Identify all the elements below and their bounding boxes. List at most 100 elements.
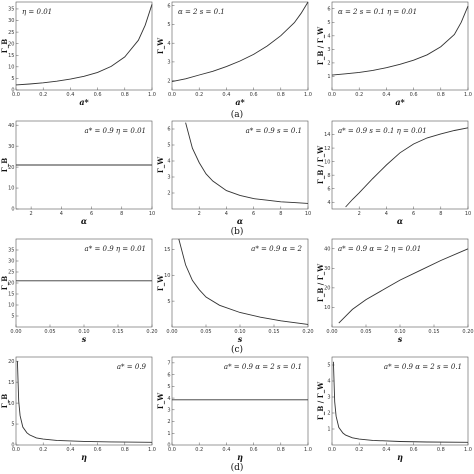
y-tick-label: 5 — [327, 363, 330, 369]
x-tick-label: 0.15 — [428, 329, 439, 335]
chart-panel-1: 0.0 0.2 0.4 0.6 0.8 1.0 2 3 4 5 6 a* Γ_W α = 2 s = 0.… — [156, 1, 312, 107]
x-tick-label: 0.10 — [78, 329, 89, 335]
annotation: a* = 0.9 η = 0.01 — [85, 245, 146, 253]
annotation: α = 2 s = 0.1 — [178, 8, 225, 16]
annotation: a* = 0.9 s = 0.1 — [246, 127, 302, 135]
x-tick-label: 0.4 — [382, 92, 390, 98]
y-tick-label: 5 — [167, 384, 170, 390]
chart-panel-8: 0.00 0.05 0.10 0.15 0.20 10 20 30 40 s Γ_B / Γ_W a*… — [316, 238, 474, 344]
caption-b: (b) — [231, 226, 244, 237]
series-line — [171, 1, 309, 83]
x-tick-label: 0.05 — [200, 329, 211, 335]
x-axis-label: s — [82, 334, 87, 344]
y-tick-label: 4 — [327, 34, 330, 40]
x-tick-label: 1.0 — [148, 92, 156, 98]
y-tick-label: 4 — [327, 200, 330, 206]
plot-frame — [331, 356, 469, 446]
x-tick-label: 1.0 — [464, 447, 472, 453]
y-tick-label: 10 — [164, 273, 170, 279]
series-line — [16, 361, 153, 443]
annotation: a* = 0.9 — [117, 363, 147, 371]
x-tick-label: 0.8 — [277, 447, 285, 453]
x-tick-label: 6 — [90, 211, 93, 217]
x-tick-label: 0.15 — [112, 329, 123, 335]
y-tick-label: 3 — [327, 47, 330, 53]
x-tick-label: 0.6 — [250, 92, 258, 98]
x-tick-label: 1.0 — [304, 92, 312, 98]
x-tick-label: 0.0 — [168, 92, 176, 98]
y-tick-label: 10 — [324, 159, 330, 165]
x-tick-label: 0.20 — [302, 329, 313, 335]
x-tick-label: 0.2 — [195, 447, 203, 453]
series-line — [178, 238, 309, 325]
y-tick-label: 35 — [8, 248, 14, 254]
chart-panel-7: 0.00 0.05 0.10 0.15 0.20 5 10 15 s Γ_W a* = 0.9 α … — [156, 238, 314, 344]
y-tick-label: 10 — [8, 65, 14, 71]
x-tick-label: 2 — [358, 211, 361, 217]
y-tick-label: 15 — [8, 292, 14, 298]
y-tick-label: 2 — [167, 78, 170, 84]
chart-panel-2: 0.0 0.2 0.4 0.6 0.8 1.0 1 2 3 4 5 6 a* Γ_B / Γ_W α = 2… — [316, 1, 472, 107]
y-tick-label: 5 — [167, 299, 170, 305]
y-tick-label: 0 — [11, 443, 14, 449]
x-tick-label: 0.0 — [12, 92, 20, 98]
x-tick-label: 4 — [60, 211, 63, 217]
x-tick-label: 1.0 — [304, 447, 312, 453]
x-tick-label: 0.4 — [222, 92, 230, 98]
y-tick-label: 6 — [167, 372, 170, 378]
y-tick-label: 6 — [167, 127, 170, 133]
x-tick-label: 0.10 — [234, 329, 245, 335]
plot-frame — [331, 120, 469, 210]
x-axis-label: a* — [395, 97, 405, 107]
y-tick-label: 10 — [8, 303, 14, 309]
chart-panel-11: 0.0 0.2 0.4 0.6 0.8 1.0 1 2 3 4 5 η Γ_B / Γ_W a* = 0.… — [316, 356, 472, 462]
y-tick-label: 10 — [324, 305, 330, 311]
x-tick-label: 0.00 — [166, 329, 177, 335]
x-tick-label: 6 — [412, 211, 415, 217]
y-axis-label: Γ_W — [156, 38, 165, 54]
x-tick-label: 0.10 — [394, 329, 405, 335]
y-tick-label: 10 — [8, 186, 14, 192]
x-tick-label: 0.05 — [44, 329, 55, 335]
y-tick-label: 5 — [327, 20, 330, 26]
x-tick-label: 0.0 — [168, 447, 176, 453]
y-tick-label: 40 — [8, 123, 14, 129]
y-tick-label: 3 — [167, 60, 170, 66]
y-tick-label: 25 — [8, 270, 14, 276]
plot-frame — [171, 120, 309, 210]
y-axis-label: Γ_W — [156, 157, 165, 173]
chart-panel-6: 0.00 0.05 0.10 0.15 0.20 5 10 15 20 25 30 35 s Γ_B a* … — [0, 238, 158, 344]
y-tick-label: 7 — [167, 361, 170, 367]
chart-panel-0: 0.0 0.2 0.4 0.6 0.8 1.0 0 5 10 15 20 25 30 35 a* Γ_B η =… — [0, 1, 156, 107]
y-tick-label: 5 — [11, 422, 14, 428]
y-tick-label: 2 — [327, 61, 330, 67]
annotation: α = 2 s = 0.1 η = 0.01 — [338, 8, 417, 16]
y-tick-label: 4 — [327, 379, 330, 385]
y-tick-label: 20 — [8, 41, 14, 47]
annotation: a* = 0.9 s = 0.1 η = 0.01 — [338, 127, 427, 135]
y-tick-label: 20 — [8, 281, 14, 287]
plot-frame — [171, 1, 309, 91]
annotation: a* = 0.9 α = 2 s = 0.1 — [384, 363, 462, 371]
annotation: a* = 0.9 α = 2 η = 0.01 — [338, 245, 421, 253]
x-tick-label: 0.15 — [268, 329, 279, 335]
y-tick-label: 4 — [167, 41, 170, 47]
y-tick-label: 14 — [324, 132, 330, 138]
x-axis-label: α — [397, 216, 403, 226]
y-tick-label: 15 — [8, 53, 14, 59]
x-tick-label: 0.0 — [328, 447, 336, 453]
x-tick-label: 0.4 — [222, 447, 230, 453]
y-tick-label: 35 — [8, 7, 14, 13]
series-line — [331, 5, 469, 76]
x-tick-label: 0.2 — [195, 92, 203, 98]
y-axis-label: Γ_B — [0, 394, 9, 408]
x-tick-label: 10 — [305, 211, 311, 217]
y-axis-label: Γ_B — [0, 158, 9, 172]
x-tick-label: 0.6 — [94, 92, 102, 98]
x-axis-label: a* — [235, 97, 245, 107]
x-tick-label: 0.20 — [146, 329, 157, 335]
y-tick-label: 20 — [8, 165, 14, 171]
x-axis-label: α — [81, 216, 87, 226]
x-tick-label: 6 — [252, 211, 255, 217]
